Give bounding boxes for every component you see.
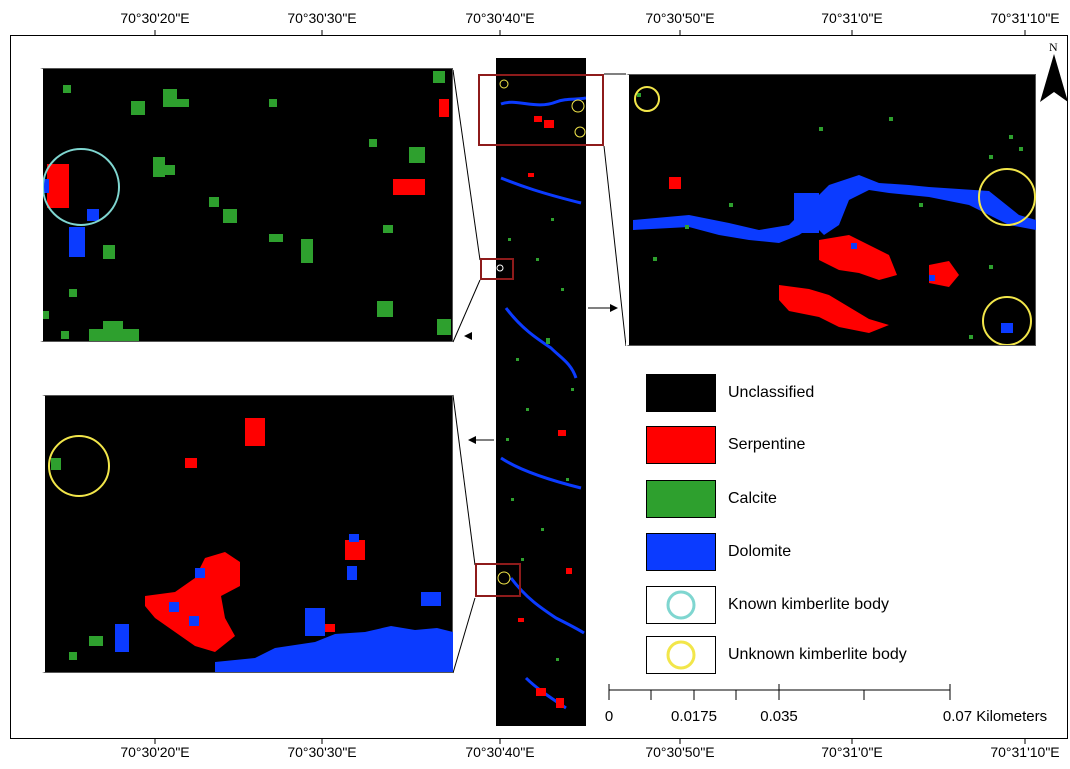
top-coord-label: 70°31'10"E: [990, 10, 1060, 26]
legend-swatch: [646, 426, 716, 464]
legend-swatch: [646, 480, 716, 518]
legend-swatch: [646, 636, 716, 674]
scale-label: 0.0175: [671, 708, 717, 725]
map-frame: [10, 35, 1068, 739]
bottom-coord-label: 70°31'0"E: [821, 744, 883, 760]
classified-strip-map: [496, 58, 587, 726]
scale-label: 0.035: [760, 708, 798, 725]
inset-panel-top-left: [40, 68, 453, 342]
scale-bar-graphic: [608, 684, 951, 700]
inset-box-lower: [475, 563, 521, 597]
legend-label: Unclassified: [728, 384, 815, 401]
inset-map-features: [43, 71, 451, 341]
inset-box-upper: [478, 74, 604, 146]
top-coord-label: 70°30'30"E: [287, 10, 357, 26]
inset-box-middle: [480, 258, 514, 280]
top-coord-label: 70°30'40"E: [465, 10, 535, 26]
legend-label: Calcite: [728, 490, 777, 507]
legend-swatch: [646, 374, 716, 412]
inset-map-features: [48, 418, 453, 672]
known-kimberlite-circle-icon: [666, 590, 696, 620]
legend-swatch: [646, 586, 716, 624]
top-coord-label: 70°30'50"E: [645, 10, 715, 26]
bottom-coord-label: 70°31'10"E: [990, 744, 1060, 760]
legend-label: Known kimberlite body: [728, 596, 889, 613]
bottom-coord-label: 70°30'20"E: [120, 744, 190, 760]
bottom-coord-label: 70°30'30"E: [287, 744, 357, 760]
scale-label: 0.07 Kilometers: [942, 708, 1048, 725]
north-label: N: [1049, 40, 1058, 54]
inset-panel-bottom-left: [42, 395, 453, 673]
legend-label: Unknown kimberlite body: [728, 646, 907, 663]
north-arrow-icon: [1040, 54, 1068, 102]
scale-label: 0: [604, 708, 614, 725]
bottom-coord-label: 70°30'50"E: [645, 744, 715, 760]
north-arrow: N: [1040, 40, 1068, 104]
inset-panel-top-right: [626, 74, 1036, 346]
top-coord-label: 70°31'0"E: [821, 10, 883, 26]
bottom-coord-label: 70°30'40"E: [465, 744, 535, 760]
legend-swatch: [646, 533, 716, 571]
legend-label: Serpentine: [728, 436, 806, 453]
unknown-kimberlite-circle-icon: [666, 640, 696, 670]
inset-map-features: [633, 86, 1036, 345]
legend-label: Dolomite: [728, 543, 792, 560]
strip-features: [496, 79, 587, 710]
top-coord-label: 70°30'20"E: [120, 10, 190, 26]
